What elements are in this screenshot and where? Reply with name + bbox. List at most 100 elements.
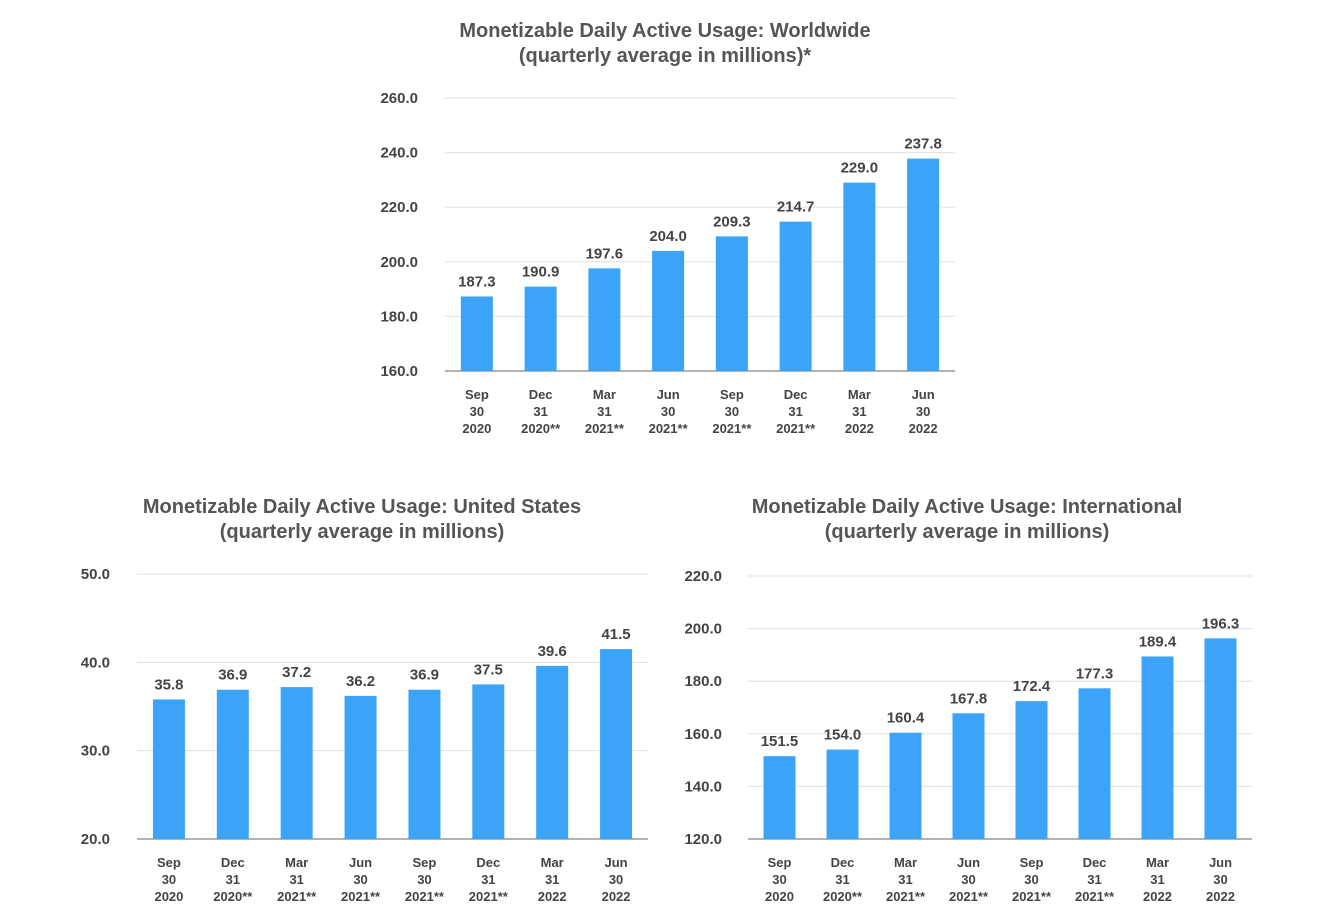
y-tick-label: 180.0 [684, 673, 722, 690]
x-tick-label: Sep [465, 387, 489, 402]
bar-united-states-2 [280, 687, 313, 839]
x-tick-label: 31 [1150, 872, 1164, 887]
data-label: 35.8 [154, 676, 183, 693]
y-tick-label: 220.0 [380, 199, 418, 216]
x-tick-label: 30 [417, 872, 431, 887]
data-label: 237.8 [904, 136, 942, 153]
bar-worldwide-7 [907, 158, 940, 371]
x-tick-label: Dec [831, 855, 855, 870]
bar-united-states-3 [344, 695, 377, 839]
x-tick-label: 2021** [712, 421, 752, 436]
data-label: 36.2 [346, 673, 375, 690]
chart-title-worldwide: Monetizable Daily Active Usage: Worldwid… [415, 19, 915, 69]
chart-title: Monetizable Daily Active Usage: Internat… [751, 496, 1183, 518]
y-tick-label: 120.0 [684, 831, 722, 848]
x-tick-label: 2021** [886, 889, 926, 904]
data-label: 190.9 [522, 264, 560, 281]
x-tick-label: 30 [353, 872, 367, 887]
y-tick-label: 160.0 [684, 726, 722, 743]
bar-worldwide-3 [652, 250, 685, 371]
x-tick-label: 31 [289, 872, 303, 887]
x-tick-label: Dec [221, 855, 245, 870]
bar-worldwide-6 [843, 182, 876, 371]
y-tick-label: 200.0 [684, 621, 722, 638]
chart-subtitle: (quarterly average in millions) [824, 521, 1110, 543]
x-tick-label: Jun [605, 855, 628, 870]
chart-title: Monetizable Daily Active Usage: Worldwid… [459, 20, 871, 42]
x-tick-label: Dec [476, 855, 500, 870]
y-tick-label: 30.0 [81, 743, 110, 760]
x-tick-label: 2020** [521, 421, 561, 436]
data-label: 229.0 [841, 160, 879, 177]
data-label: 41.5 [601, 626, 630, 643]
x-tick-label: 2022 [1206, 889, 1235, 904]
data-label: 214.7 [777, 199, 815, 216]
x-tick-label: 31 [597, 404, 611, 419]
bar-worldwide-5 [779, 221, 812, 371]
y-tick-label: 50.0 [81, 566, 110, 583]
x-tick-label: 30 [661, 404, 675, 419]
x-tick-label: 30 [1213, 872, 1227, 887]
x-tick-label: 2022 [538, 889, 567, 904]
data-label: 36.9 [218, 667, 247, 684]
data-label: 209.3 [713, 213, 751, 230]
bar-worldwide-4 [715, 236, 748, 371]
bar-international-3 [952, 713, 985, 839]
bar-international-4 [1015, 701, 1048, 839]
x-tick-label: 2021** [341, 889, 381, 904]
data-label: 151.5 [761, 733, 799, 750]
y-tick-label: 200.0 [380, 254, 418, 271]
x-tick-label: 2021** [585, 421, 625, 436]
data-label: 36.9 [410, 667, 439, 684]
x-tick-label: Sep [413, 855, 437, 870]
x-tick-label: 2021** [1075, 889, 1115, 904]
x-tick-label: 2020** [213, 889, 253, 904]
data-label: 167.8 [950, 690, 988, 707]
x-tick-label: Mar [1146, 855, 1169, 870]
x-tick-label: 2022 [1143, 889, 1172, 904]
x-tick-label: Jun [1209, 855, 1232, 870]
x-tick-label: 2022 [845, 421, 874, 436]
x-tick-label: 2022 [909, 421, 938, 436]
x-tick-label: 31 [226, 872, 240, 887]
x-tick-label: Mar [593, 387, 616, 402]
x-tick-label: Mar [848, 387, 871, 402]
bar-united-states-0 [152, 699, 185, 839]
x-tick-label: Dec [1083, 855, 1107, 870]
bar-international-7 [1204, 638, 1237, 839]
x-tick-label: Sep [1020, 855, 1044, 870]
y-tick-label: 140.0 [684, 778, 722, 795]
bar-united-states-6 [536, 665, 569, 839]
x-tick-label: 31 [852, 404, 866, 419]
x-tick-label: 2021** [469, 889, 509, 904]
x-tick-label: 2020 [462, 421, 491, 436]
y-tick-label: 260.0 [380, 90, 418, 107]
x-tick-label: 31 [788, 404, 802, 419]
bar-international-5 [1078, 688, 1111, 839]
chart-title-united-states: Monetizable Daily Active Usage: United S… [112, 495, 612, 545]
x-tick-label: Mar [285, 855, 308, 870]
x-tick-label: 2020 [765, 889, 794, 904]
y-tick-label: 180.0 [380, 308, 418, 325]
x-tick-label: 31 [533, 404, 547, 419]
x-tick-label: 31 [481, 872, 495, 887]
x-tick-label: Sep [157, 855, 181, 870]
x-tick-label: 30 [470, 404, 484, 419]
x-tick-label: 31 [1087, 872, 1101, 887]
data-label: 37.5 [474, 661, 503, 678]
bar-international-0 [763, 756, 796, 839]
data-label: 177.3 [1076, 665, 1114, 682]
x-tick-label: Dec [529, 387, 553, 402]
x-tick-label: 30 [162, 872, 176, 887]
data-label: 39.6 [538, 643, 567, 660]
data-label: 204.0 [649, 228, 687, 245]
x-tick-label: 31 [545, 872, 559, 887]
data-label: 189.4 [1139, 633, 1177, 650]
x-tick-label: 2021** [277, 889, 317, 904]
y-tick-label: 40.0 [81, 654, 110, 671]
bar-worldwide-0 [460, 296, 493, 371]
y-tick-label: 240.0 [380, 145, 418, 162]
x-tick-label: Jun [912, 387, 935, 402]
